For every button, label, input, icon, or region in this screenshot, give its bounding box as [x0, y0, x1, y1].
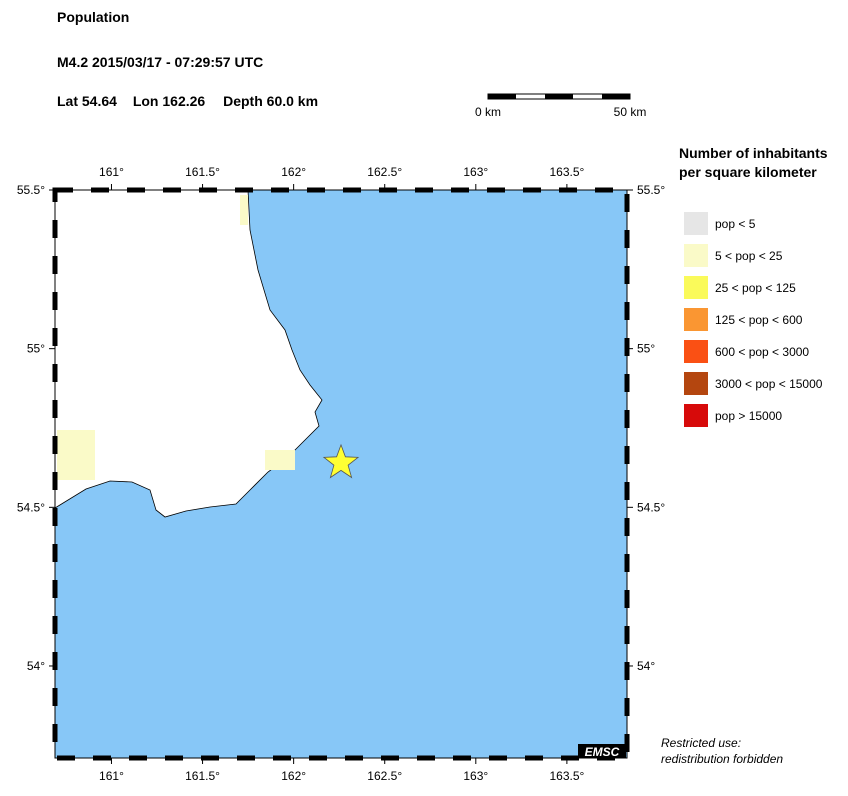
scale-start: 0 km [475, 105, 501, 119]
epicenter [322, 443, 360, 479]
scale-bar-seg [488, 94, 516, 99]
x-tick-label: 163.5° [549, 769, 584, 783]
y-tick-label: 55° [637, 342, 655, 356]
x-tick-label: 163° [463, 769, 488, 783]
scale-bar-seg [545, 94, 573, 99]
y-tick-label: 55° [27, 342, 45, 356]
legend-label: 125 < pop < 600 [715, 313, 803, 327]
x-tick-label: 162° [281, 769, 306, 783]
legend-swatch [684, 308, 708, 331]
y-tick-label: 54.5° [17, 500, 45, 514]
legend-swatch [684, 244, 708, 267]
x-tick-label: 163° [463, 165, 488, 179]
title: Population [57, 9, 129, 25]
legend-title: per square kilometer [679, 164, 817, 180]
logo: EMSC [585, 745, 620, 759]
x-tick-label: 161° [99, 769, 124, 783]
legend-swatch [684, 212, 708, 235]
scale-bar: 0 km 50 km [475, 93, 647, 119]
notice: Restricted use: [661, 736, 741, 750]
x-tick-label: 162.5° [367, 165, 402, 179]
x-tick-label: 161.5° [185, 165, 220, 179]
x-tick-label: 163.5° [549, 165, 584, 179]
legend-label: 25 < pop < 125 [715, 281, 796, 295]
legend-swatch [684, 340, 708, 363]
legend-swatch [684, 276, 708, 299]
event-info: M4.2 2015/03/17 - 07:29:57 UTC [57, 54, 263, 70]
scale-bar-seg [602, 94, 630, 99]
legend-swatch [684, 372, 708, 395]
scale-end: 50 km [614, 105, 647, 119]
y-tick-label: 54° [27, 659, 45, 673]
notice: redistribution forbidden [661, 752, 783, 766]
map-border [54, 189, 628, 759]
lon-label: Lon [133, 93, 159, 109]
legend-label: 3000 < pop < 15000 [715, 377, 823, 391]
legend-title: Number of inhabitants [679, 145, 828, 161]
x-tick-label: 162° [281, 165, 306, 179]
y-tick-label: 55.5° [17, 183, 45, 197]
lat-label: Lat [57, 93, 78, 109]
depth-label: Depth [223, 93, 263, 109]
population-cells [57, 195, 295, 480]
legend-label: 5 < pop < 25 [715, 249, 783, 263]
x-tick-label: 161.5° [185, 769, 220, 783]
depth-value: 60.0 km [267, 93, 318, 109]
population-cell [240, 195, 248, 225]
logo-box [578, 744, 626, 758]
y-tick-label: 55.5° [637, 183, 665, 197]
population-cell [57, 430, 95, 480]
y-tick-label: 54.5° [637, 500, 665, 514]
legend-label: pop < 5 [715, 217, 756, 231]
legend-label: pop > 15000 [715, 409, 782, 423]
lat-value: 54.64 [82, 93, 117, 109]
x-tick-label: 162.5° [367, 769, 402, 783]
y-tick-label: 54° [637, 659, 655, 673]
population-cell [265, 450, 295, 470]
legend-swatch [684, 404, 708, 427]
lon-value: 162.26 [162, 93, 205, 109]
x-tick-label: 161° [99, 165, 124, 179]
legend-label: 600 < pop < 3000 [715, 345, 809, 359]
location-info: Lat 54.64 Lon 162.26 Depth 60.0 km [57, 93, 318, 109]
